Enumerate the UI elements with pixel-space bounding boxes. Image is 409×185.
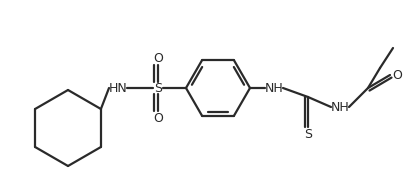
Text: NH: NH xyxy=(330,100,349,114)
Text: O: O xyxy=(153,112,163,125)
Text: O: O xyxy=(153,51,163,65)
Text: S: S xyxy=(304,129,312,142)
Text: NH: NH xyxy=(265,82,283,95)
Text: O: O xyxy=(392,68,402,82)
Text: HN: HN xyxy=(109,82,127,95)
Text: S: S xyxy=(154,82,162,95)
